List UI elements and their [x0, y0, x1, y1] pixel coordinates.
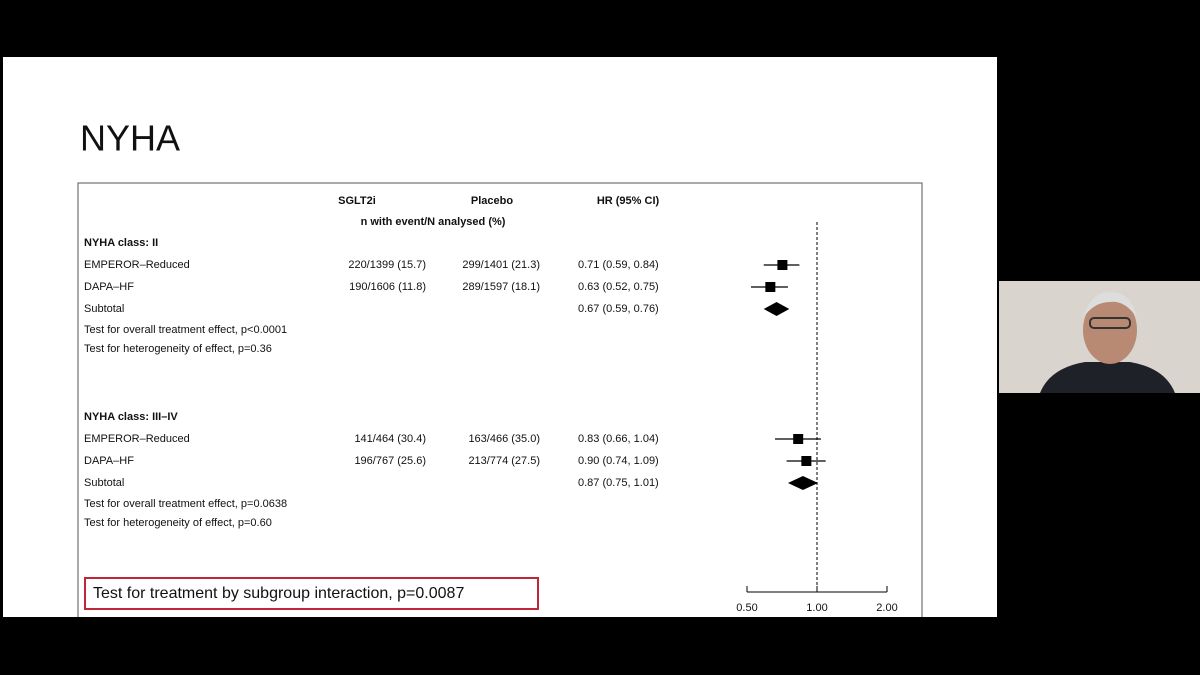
- webcam-person-hair: [1083, 292, 1137, 318]
- webcam-person-head: [1083, 296, 1137, 364]
- sglt2i-events: 190/1606 (11.8): [349, 281, 426, 293]
- hr-marker: [801, 456, 812, 466]
- interaction-note: Test for treatment by subgroup interacti…: [93, 585, 464, 602]
- hr-label: 0.71 (0.59, 0.84): [578, 259, 659, 271]
- hr-label: 0.63 (0.52, 0.75): [578, 281, 659, 293]
- subtotal-diamond: [763, 302, 790, 316]
- interaction-box: [84, 577, 539, 610]
- test-note: Test for heterogeneity of effect, p=0.60: [84, 517, 272, 529]
- subtotal-label: Subtotal: [84, 303, 124, 315]
- test-note: Test for heterogeneity of effect, p=0.36: [84, 343, 272, 355]
- slide: [3, 57, 997, 617]
- hr-label: 0.67 (0.59, 0.76): [578, 303, 659, 315]
- study-label: EMPEROR–Reduced: [84, 433, 190, 445]
- column-subheader: n with event/N analysed (%): [361, 216, 506, 228]
- sglt2i-events: 220/1399 (15.7): [348, 259, 426, 271]
- group-title: NYHA class: II: [84, 237, 158, 249]
- study-label: DAPA–HF: [84, 281, 134, 293]
- hr-marker: [777, 260, 788, 270]
- column-header: SGLT2i: [338, 195, 376, 207]
- sglt2i-events: 141/464 (30.4): [354, 433, 426, 445]
- x-tick-label: 0.50: [736, 602, 757, 614]
- test-note: Test for overall treatment effect, p=0.0…: [84, 498, 287, 510]
- placebo-events: 213/774 (27.5): [468, 455, 540, 467]
- test-note: Test for overall treatment effect, p<0.0…: [84, 324, 287, 336]
- placebo-events: 299/1401 (21.3): [462, 259, 540, 271]
- hr-label: 0.90 (0.74, 1.09): [578, 455, 659, 467]
- x-tick-label: 1.00: [806, 602, 827, 614]
- subtotal-label: Subtotal: [84, 477, 124, 489]
- study-label: EMPEROR–Reduced: [84, 259, 190, 271]
- slide-title: NYHA: [80, 118, 180, 159]
- webcam: [999, 281, 1200, 393]
- hr-label: 0.83 (0.66, 1.04): [578, 433, 659, 445]
- subtotal-diamond: [787, 476, 819, 490]
- slide-crop: [3, 617, 997, 637]
- hr-label: 0.87 (0.75, 1.01): [578, 477, 659, 489]
- study-label: DAPA–HF: [84, 455, 134, 467]
- hr-marker: [765, 282, 776, 292]
- sglt2i-events: 196/767 (25.6): [354, 455, 426, 467]
- webcam-person-glasses: [1089, 317, 1131, 329]
- placebo-events: 289/1597 (18.1): [462, 281, 540, 293]
- webcam-person-body: [1040, 362, 1175, 393]
- group-title: NYHA class: III–IV: [84, 411, 178, 423]
- column-header: HR (95% CI): [597, 195, 660, 207]
- column-header: Placebo: [471, 195, 513, 207]
- placebo-events: 163/466 (35.0): [468, 433, 540, 445]
- x-tick-label: 2.00: [876, 602, 897, 614]
- hr-marker: [793, 434, 804, 444]
